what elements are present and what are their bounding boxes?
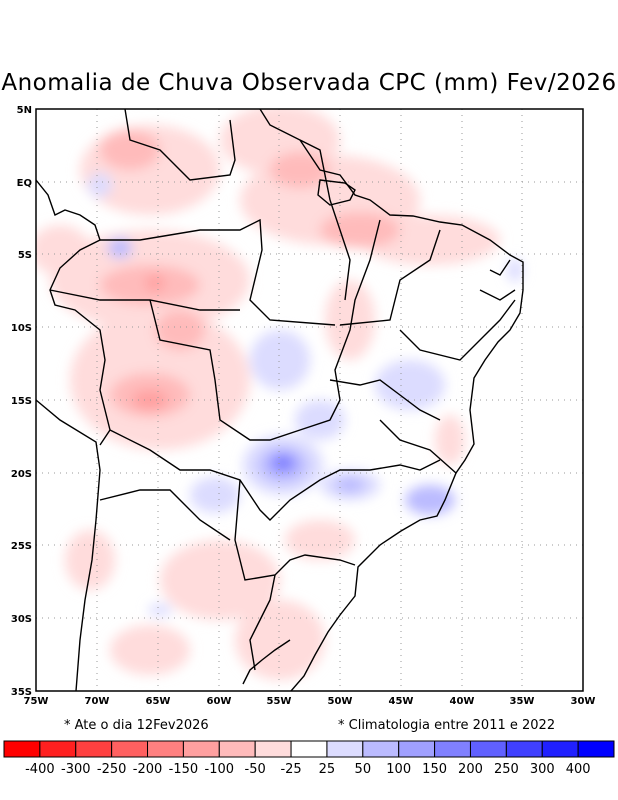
anomaly-field	[36, 109, 583, 691]
colorbar-swatch	[39, 740, 77, 758]
lon-label: 65W	[146, 696, 171, 707]
lon-label: 45W	[389, 696, 414, 707]
map-frame	[35, 108, 584, 692]
colorbar-label: -300	[61, 762, 91, 777]
colorbar-label: 25	[319, 762, 336, 777]
lat-label: 20S	[11, 469, 32, 480]
colorbar-swatch	[577, 740, 615, 758]
colorbar-swatch	[362, 740, 400, 758]
colorbar-label: 200	[458, 762, 483, 777]
date-note: * Ate o dia 12Fev2026	[64, 718, 209, 733]
colorbar-label: -250	[97, 762, 127, 777]
colorbar-label: 100	[386, 762, 411, 777]
lon-label: 30W	[571, 696, 596, 707]
lat-label: 5N	[17, 105, 32, 116]
climatology-note: * Climatologia entre 2011 e 2022	[338, 718, 556, 733]
lat-label: EQ	[17, 178, 32, 189]
colorbar-swatch	[75, 740, 113, 758]
colorbar-swatch	[469, 740, 507, 758]
colorbar-label: 400	[566, 762, 591, 777]
colorbar-swatch	[3, 740, 41, 758]
lon-label: 70W	[85, 696, 110, 707]
colorbar-label: -200	[133, 762, 163, 777]
colorbar-label: -25	[280, 762, 301, 777]
grid-lines	[36, 109, 583, 691]
colorbar: -400 -300 -250 -200 -150 -100 -50 -25 25 50 100 150…	[3, 740, 615, 777]
colorbar-label: -150	[169, 762, 199, 777]
lat-label: 10S	[11, 323, 32, 334]
colorbar-swatch	[326, 740, 364, 758]
lat-label: 35S	[11, 687, 32, 698]
lat-label: 5S	[18, 250, 32, 261]
coastlines-borders	[36, 109, 524, 691]
lat-label: 15S	[11, 396, 32, 407]
lon-label: 75W	[24, 696, 49, 707]
lon-label: 35W	[510, 696, 535, 707]
colorbar-swatch	[182, 740, 220, 758]
lon-label: 55W	[267, 696, 292, 707]
colorbar-label: -100	[205, 762, 235, 777]
lon-label: 40W	[450, 696, 475, 707]
colorbar-swatch	[218, 740, 256, 758]
colorbar-swatch	[541, 740, 579, 758]
colorbar-label: -400	[25, 762, 55, 777]
colorbar-label: -50	[245, 762, 266, 777]
lat-label: 25S	[11, 541, 32, 552]
colorbar-label: 300	[530, 762, 555, 777]
colorbar-swatch	[147, 740, 184, 758]
colorbar-swatch	[254, 740, 292, 758]
colorbar-label: 150	[422, 762, 447, 777]
colorbar-label: 50	[355, 762, 372, 777]
colorbar-swatch	[505, 740, 543, 758]
colorbar-swatch	[290, 740, 328, 758]
map-title: Anomalia de Chuva Observada CPC (mm) Fev…	[1, 70, 617, 96]
longitude-labels: 75W 70W 65W 60W 55W 50W 45W 40W 35W 30W	[24, 696, 596, 707]
colorbar-swatch	[111, 740, 149, 758]
latitude-labels: 5N EQ 5S 10S 15S 20S 25S 30S 35S	[11, 105, 32, 698]
lon-label: 60W	[207, 696, 232, 707]
colorbar-swatch	[434, 740, 471, 758]
colorbar-label: 250	[494, 762, 519, 777]
lon-label: 50W	[328, 696, 353, 707]
lat-label: 30S	[11, 614, 32, 625]
colorbar-swatch	[398, 740, 436, 758]
